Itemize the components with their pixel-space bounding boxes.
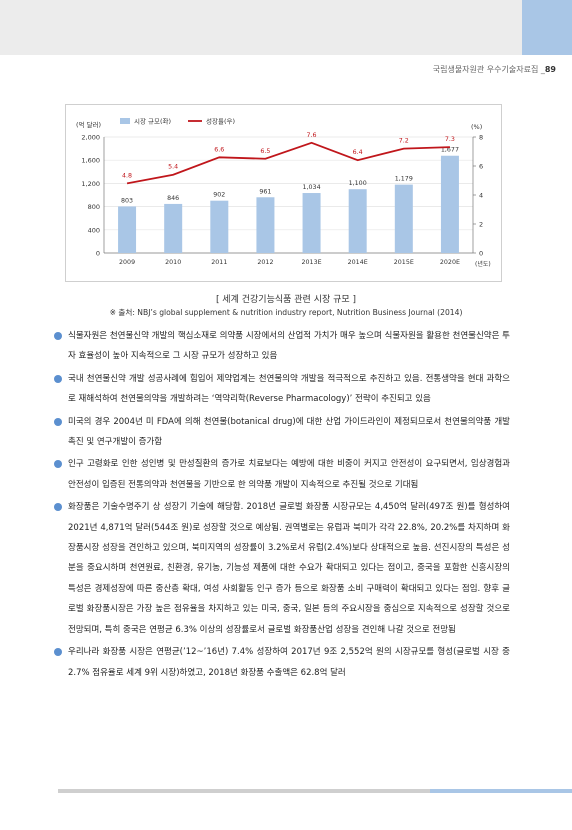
line-value-label: 5.4 — [168, 164, 178, 171]
y-right-tick-label: 2 — [479, 221, 483, 229]
top-band — [0, 0, 572, 55]
bar-value-label: 1,034 — [303, 184, 321, 191]
bar — [394, 184, 413, 253]
running-header-title: 국립생물자원관 우수기술자료집 _ — [432, 65, 545, 74]
bar — [256, 197, 275, 253]
bullet-text: 인구 고령화로 인한 성인병 및 만성질환의 증가로 치료보다는 예방에 대한 … — [68, 459, 510, 490]
bar — [440, 155, 459, 253]
bullet-dot-icon — [54, 417, 62, 426]
x-tick-label: 2011 — [211, 259, 227, 266]
bullet-item: 식물자원은 천연물신약 개발의 핵심소재로 의약품 시장에서의 산업적 가치가 … — [52, 326, 510, 367]
bar-value-label: 803 — [121, 197, 133, 204]
y-right-tick-label: 8 — [479, 134, 483, 142]
bullet-text: 우리나라 화장품 시장은 연평균(’12~’16년) 7.4% 성장하여 201… — [68, 647, 510, 678]
bullet-item: 인구 고령화로 인한 성인병 및 만성질환의 증가로 치료보다는 예방에 대한 … — [52, 454, 510, 495]
page-number: 89 — [544, 65, 556, 74]
bar-value-label: 1,179 — [395, 176, 413, 183]
bar-value-label: 1,677 — [441, 147, 459, 154]
bullet-dot-icon — [54, 460, 62, 469]
bar-value-label: 846 — [167, 195, 179, 202]
bar — [348, 189, 367, 253]
bullet-dot-icon — [54, 374, 62, 383]
bar — [210, 200, 229, 253]
bar — [302, 193, 321, 253]
line-value-label: 6.4 — [353, 149, 363, 156]
y-left-tick-label: 400 — [88, 226, 100, 234]
bar-value-label: 961 — [259, 188, 271, 195]
y-left-tick-label: 0 — [96, 250, 100, 258]
line-value-label: 4.8 — [122, 172, 132, 179]
bar-value-label: 902 — [213, 192, 225, 199]
bullet-item: 국내 천연물신약 개발 성공사례에 힘입어 제약업계는 천연물의약 개발을 적극… — [52, 369, 510, 410]
x-tick-label: 2015E — [394, 259, 414, 266]
bullet-text: 식물자원은 천연물신약 개발의 핵심소재로 의약품 시장에서의 산업적 가치가 … — [68, 331, 510, 362]
x-tick-label: 2013E — [302, 259, 322, 266]
figure-source: ※ 출처: NBJ’s global supplement & nutritio… — [109, 308, 463, 317]
y-right-tick-label: 0 — [479, 250, 483, 258]
bullet-text: 화장품은 기술수명주기 상 성장기 기술에 해당함. 2018년 글로벌 화장품… — [68, 502, 510, 635]
top-tab — [522, 0, 572, 55]
x-tick-label: 2020E — [440, 259, 460, 266]
running-header: 국립생물자원관 우수기술자료집 _89 — [433, 64, 556, 75]
bullet-dot-icon — [54, 332, 62, 340]
legend-bar-swatch — [120, 118, 130, 124]
y-right-tick-label: 4 — [479, 192, 483, 200]
x-tick-label: 2010 — [165, 259, 181, 266]
bullet-dot-icon — [54, 503, 62, 512]
y-left-tick-label: 1,200 — [81, 180, 100, 188]
bullet-text: 미국의 경우 2004년 미 FDA에 의해 천연물(botanical dru… — [68, 416, 510, 448]
line-value-label: 7.6 — [307, 132, 317, 139]
bullet-dot-icon — [54, 648, 62, 657]
bar — [164, 203, 183, 253]
y-left-tick-label: 800 — [88, 203, 100, 211]
bar-value-label: 1,100 — [349, 180, 367, 187]
line-value-label: 7.2 — [399, 138, 409, 145]
market-size-chart: 0 400 800 1,200 1,600 2,000 0 2 4 6 8 (억 달러) (%) (년도)… — [76, 117, 491, 269]
growth-line — [126, 141, 450, 185]
legend-bar-label: 시장 규모(좌) — [134, 117, 171, 126]
line-value-label: 6.6 — [214, 146, 224, 153]
bullet-item: 미국의 경우 2004년 미 FDA에 의해 천연물(botanical dru… — [52, 412, 510, 453]
bullet-item: 우리나라 화장품 시장은 연평균(’12~’16년) 7.4% 성장하여 201… — [52, 642, 510, 683]
x-unit: (년도) — [475, 260, 491, 268]
chart-box: 0 400 800 1,200 1,600 2,000 0 2 4 6 8 (억 달러) (%) (년도)… — [65, 104, 502, 282]
y-left-unit: (억 달러) — [76, 120, 101, 129]
bullet-item: 화장품은 기술수명주기 상 성장기 기술에 해당함. 2018년 글로벌 화장품… — [52, 497, 510, 640]
y-left-tick-label: 1,600 — [81, 157, 100, 165]
x-tick-label: 2009 — [119, 259, 135, 266]
legend-line-label: 성장률(우) — [206, 117, 235, 126]
figure-caption: [ 세계 건강기능식품 관련 시장 규모 ] — [215, 295, 357, 305]
x-tick-label: 2012 — [257, 259, 273, 266]
bullet-list: 식물자원은 천연물신약 개발의 핵심소재로 의약품 시장에서의 산업적 가치가 … — [52, 326, 510, 685]
y-right-tick-label: 6 — [479, 163, 483, 171]
y-right-unit: (%) — [471, 123, 482, 131]
y-left-tick-label: 2,000 — [81, 134, 100, 142]
line-value-label: 7.3 — [445, 136, 455, 143]
x-tick-label: 2014E — [348, 259, 368, 266]
bar — [118, 206, 137, 253]
line-value-label: 6.5 — [260, 148, 270, 155]
footer-accent — [430, 789, 572, 793]
footer-rule — [58, 789, 572, 793]
bullet-text: 국내 천연물신약 개발 성공사례에 힘입어 제약업계는 천연물의약 개발을 적극… — [68, 373, 510, 405]
